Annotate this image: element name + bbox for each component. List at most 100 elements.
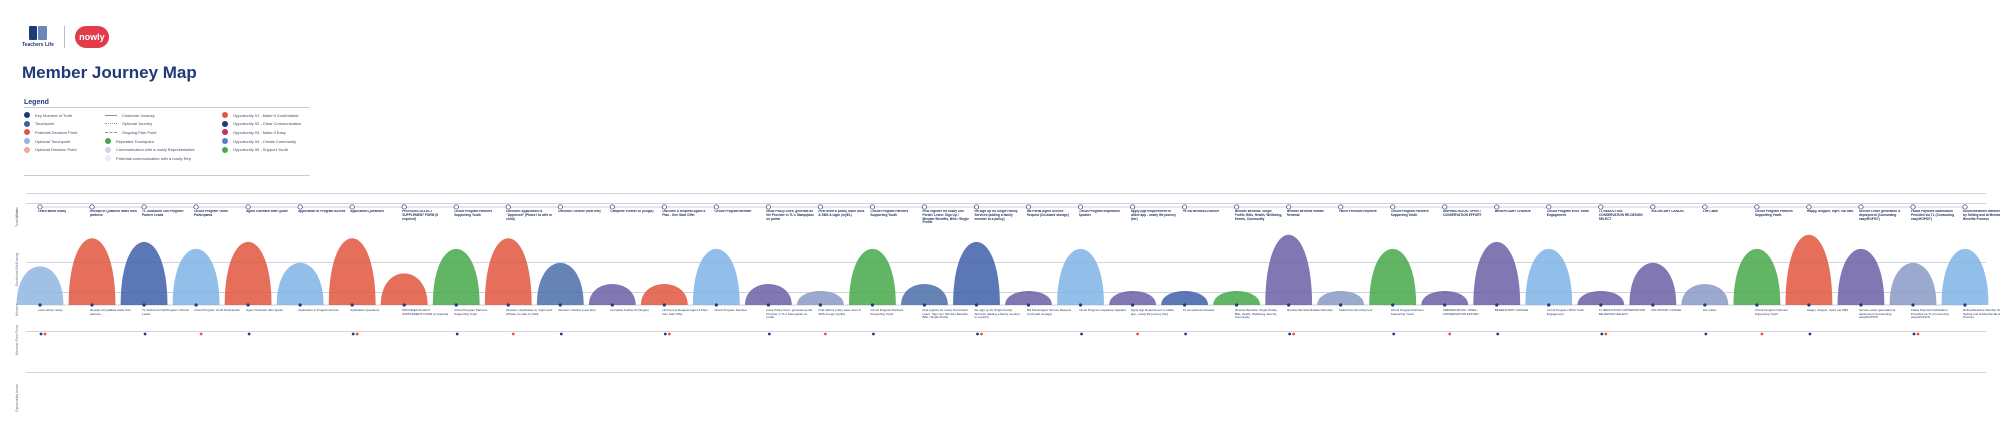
opportunity-marker: [1916, 332, 1920, 336]
moment-node: [1235, 303, 1239, 307]
touchpoint-node: [1234, 204, 1240, 210]
touchpoint-label: Failed Premium Payment: [1338, 210, 1377, 213]
moment-label: TL REDUCTION CONSERVATION RE-DESIGN SELE…: [1598, 309, 1646, 316]
touchpoint-label: Decision: Decline (next few): [558, 210, 601, 213]
touchpoint-label: Learn about nowly: [38, 210, 67, 213]
legend-item: Communication with a nowly Representativ…: [105, 145, 195, 154]
touchpoint-label: Fit via wellness-checker: [1182, 210, 1220, 213]
pain-point-marker: [39, 332, 43, 336]
moment-node: [194, 303, 198, 307]
moment-node: [38, 303, 42, 307]
touchpoint-label: Issue Policy Docs, generate as life Prov…: [766, 210, 814, 221]
lane-divider: [26, 372, 1986, 373]
legend-item-label: Potential Decision Point: [35, 129, 78, 135]
touchpoint-node: [1546, 204, 1552, 210]
pain-point-marker: [1496, 332, 1500, 336]
pain-point-marker: [247, 332, 251, 336]
touchpoint-label: TL Outbound Call Program: Partner Leads: [142, 210, 184, 217]
touchpoint-node: [505, 204, 511, 210]
touchpoint-node: [37, 204, 43, 210]
potential-communication-nowly-rep-icon: [105, 155, 111, 162]
touchpoint-label: Happy, dropper, myFL via SMS: [1806, 210, 1854, 213]
touchpoint-node: [661, 204, 667, 210]
moment-label: Define/Redefine Member Status by Setting…: [1963, 309, 2000, 320]
communication-nowly-rep-icon: [105, 146, 111, 153]
legend-item-label: Opportunity 01 - Make it Comfortable: [233, 112, 299, 118]
legend-item-label: Optional Touchpoint: [35, 138, 71, 144]
touchpoint-label: Decision: Application is "Approved" (Pha…: [506, 210, 553, 221]
moment-label: Unit Item & Request Agent & Plan - Gen S…: [662, 309, 710, 316]
moment-label: UMPIRED BOOK: OPEN / CONSERVATION EFFORT: [1442, 309, 1479, 316]
touchpoint-label: BM Portal Agent Service Request (On-boar…: [1026, 210, 1069, 217]
opportunity-02-icon: [222, 120, 228, 127]
emotion-wave: [692, 248, 740, 305]
emotion-wave: [1577, 290, 1625, 305]
moment-node: [1807, 303, 1811, 307]
optional-decision-point-icon: [24, 146, 30, 153]
moment-label: Circuit Program Partners Supporting Yout…: [1390, 309, 1424, 316]
moment-node: [1495, 303, 1499, 307]
touchpoint-node: [1598, 204, 1604, 210]
emotion-wave: [1473, 241, 1521, 305]
touchpoint-node: [1130, 204, 1136, 210]
opportunity-marker: [1604, 332, 1608, 336]
moment-label: Application to Program Access: [298, 309, 339, 312]
moment-node: [974, 303, 979, 307]
moment-label: Complete Further ID (Single): [610, 309, 649, 312]
legend-item: Potential communication with a nowly Rep: [105, 154, 195, 163]
emotion-wave: [224, 241, 272, 305]
moment-label: Circuit Program Partners Supporting Yout…: [454, 309, 488, 316]
legend-divider-top: [24, 107, 310, 108]
moment-node: [1391, 303, 1395, 307]
legend-item-label: Opportunity 02 - Clear Communication: [233, 121, 302, 127]
touchpoint-label: First register for nowly 2nd Portal / Le…: [922, 210, 969, 225]
moment-label: Decision: Decline (next few): [558, 309, 596, 312]
moment-label: Member Benefits Rebate Renewal: [1286, 309, 1333, 312]
moment-node: [1339, 303, 1343, 307]
touchpoint-label: Unit Item & Request Agent & Plan - Gen S…: [662, 210, 706, 217]
emotion-wave: [68, 238, 116, 305]
pain-point-marker: [872, 332, 875, 336]
opportunity-marker: [1448, 332, 1452, 336]
legend-divider-bottom: [24, 175, 310, 176]
moment-label: First debit & policy issue docs & SMS & …: [818, 309, 861, 316]
touchpoint-node: [1858, 204, 1864, 210]
legend-item-label: Key Moment of Truth: [35, 112, 73, 118]
customer-journey-line-icon: [105, 114, 117, 116]
moment-node: [662, 303, 666, 307]
moment-label: Decision: Application is "Approved" (Pha…: [506, 309, 553, 316]
touchpoint-node: [1390, 204, 1396, 210]
moment-label: Circuit Program WGS Youth Engagement: [1546, 309, 1584, 316]
moment-node: [818, 303, 823, 307]
touchpoint-label: Agent Outreach after Quote: [246, 210, 288, 213]
nowly-logo: nowly: [74, 26, 109, 48]
moment-node: [1182, 303, 1187, 307]
emotion-wave: [1681, 283, 1729, 305]
moment-label: Service Letter generation & deployment (…: [1858, 309, 1896, 320]
moment-label: Failed Payment Notification Provided via…: [1910, 309, 1949, 320]
moment-node: [1130, 303, 1135, 307]
touchpoint-node: [1025, 204, 1032, 210]
touchpoint-node: [1754, 204, 1760, 210]
legend-item-label: Communication with a nowly Representativ…: [116, 147, 195, 153]
opportunity-marker: [43, 332, 47, 336]
emotion-wave: [432, 248, 480, 305]
moment-node: [1547, 303, 1551, 307]
touchpoint-label: Apply App Requirement to utilize app - n…: [1130, 210, 1176, 221]
touchpoint-node: [245, 204, 251, 210]
touchpoint-node: [193, 204, 199, 210]
pain-point-marker: [559, 332, 563, 336]
legend-item: Optional Decision Point: [24, 145, 77, 154]
emotion-wave: [640, 283, 688, 305]
touchpoint-label: VOLUNTARY CANCEL: [1650, 210, 1685, 213]
lane-divider: [26, 203, 1986, 204]
repeated-touchpoint-icon: [105, 138, 111, 145]
emotion-wave: [1785, 234, 1833, 305]
opportunity-01-icon: [222, 112, 228, 119]
touchpoint-node: [1286, 204, 1292, 210]
legend-item-label: Potential communication with a nowly Rep: [116, 155, 191, 161]
pain-point-marker: [976, 332, 979, 336]
emotion-wave: [328, 238, 376, 305]
legend-item: Opportunity 02 - Clear Communication: [222, 120, 301, 129]
ongoing-pain-point-line-icon: [105, 131, 117, 133]
